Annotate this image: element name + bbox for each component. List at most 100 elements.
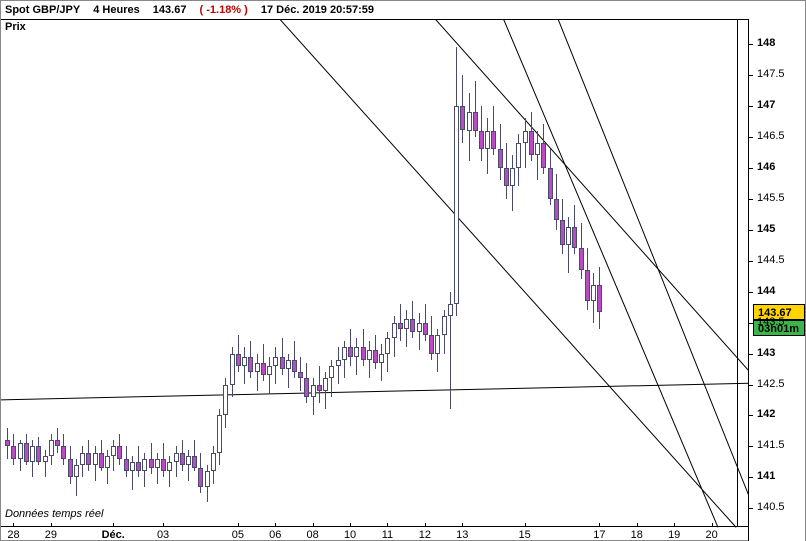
candle [192,19,193,527]
candle [473,19,474,527]
candle [136,19,137,527]
candle [86,19,87,527]
candle [361,19,362,527]
candle [367,19,368,527]
candle [61,19,62,527]
candle [211,19,212,527]
candle [491,19,492,527]
candle [510,19,511,527]
candle [5,19,6,527]
candle [554,19,555,527]
candle [267,19,268,527]
candle [504,19,505,527]
candle [317,19,318,527]
last-price: 143.67 [153,4,187,16]
candle [273,19,274,527]
candle [398,19,399,527]
candle [560,19,561,527]
candle [43,19,44,527]
candle [348,19,349,527]
candle [423,19,424,527]
candle [591,19,592,527]
candle [198,19,199,527]
candle [535,19,536,527]
chart-plot-area[interactable]: 2829Déc.030506081011121315171819202224 [1,19,749,541]
candle [68,19,69,527]
candle [354,19,355,527]
candle [467,19,468,527]
trendline [530,19,749,528]
candle [280,19,281,527]
chart-container: Spot GBP/JPY 4 Heures 143.67 ( -1.18% ) … [0,0,806,541]
candle [155,19,156,527]
candle [93,19,94,527]
candle [11,19,12,527]
candle [529,19,530,527]
candle [105,19,106,527]
candle [417,19,418,527]
candle [117,19,118,527]
footer-label: Données temps réel [5,508,103,520]
candle [373,19,374,527]
candle [74,19,75,527]
candle [323,19,324,527]
candle [460,19,461,527]
candle [205,19,206,527]
candle [286,19,287,527]
candle [479,19,480,527]
candle [516,19,517,527]
candle [429,19,430,527]
candle [329,19,330,527]
candle [49,19,50,527]
candle [18,19,19,527]
candle [572,19,573,527]
candle [230,19,231,527]
candle [585,19,586,527]
candle [435,19,436,527]
candle [404,19,405,527]
candle [99,19,100,527]
candle [541,19,542,527]
candle [248,19,249,527]
candle [597,19,598,527]
candle [242,19,243,527]
candle [223,19,224,527]
candle [448,19,449,527]
candle [111,19,112,527]
candle [342,19,343,527]
candle [385,19,386,527]
candle [548,19,549,527]
instrument-name: Spot GBP/JPY [5,4,80,16]
candle [217,19,218,527]
candle [566,19,567,527]
candle [55,19,56,527]
candle [311,19,312,527]
candle [442,19,443,527]
right-boundary-line [737,19,738,527]
candle [410,19,411,527]
candle [379,19,380,527]
candle [261,19,262,527]
change-percent: ( -1.18% ) [200,4,248,16]
candle [161,19,162,527]
candle [579,19,580,527]
candle [36,19,37,527]
y-axis: 143.67 03h01m 140.5141141.5142142.514314… [748,19,805,541]
candle [485,19,486,527]
candle [336,19,337,527]
candle [149,19,150,527]
candle [236,19,237,527]
candle [186,19,187,527]
candle [454,19,455,527]
candle [523,19,524,527]
chart-header: Spot GBP/JPY 4 Heures 143.67 ( -1.18% ) … [1,1,805,20]
candle [498,19,499,527]
candle [180,19,181,527]
candle [392,19,393,527]
trendline [1,381,749,401]
candle [304,19,305,527]
candle [255,19,256,527]
candle [80,19,81,527]
candle [130,19,131,527]
candle [167,19,168,527]
